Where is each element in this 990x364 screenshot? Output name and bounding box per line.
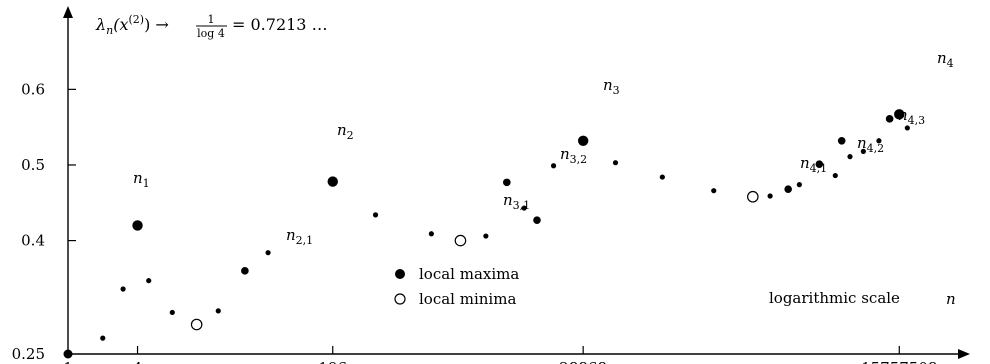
data-point xyxy=(796,182,802,188)
x-axis-label: n xyxy=(946,290,956,308)
legend-marker-local-maxima xyxy=(395,269,405,279)
local-minimum-point xyxy=(747,190,759,203)
data-point xyxy=(659,174,665,180)
y-ticks: 0.25 0.4 0.5 0.6 xyxy=(12,80,76,363)
annotation-n4-3: n4,3 xyxy=(898,106,925,127)
y-tick-label: 0.25 xyxy=(12,345,45,363)
data-points xyxy=(63,109,910,359)
data-point xyxy=(483,233,489,239)
data-point xyxy=(832,172,838,179)
data-point xyxy=(550,163,557,169)
formula-denominator: log 4 xyxy=(197,27,225,40)
data-point xyxy=(265,250,271,256)
formula-numerator: 1 xyxy=(208,13,215,26)
data-point xyxy=(904,125,910,131)
point-annotations: n1 n2 n3 n4 n2,1 n3,1 n3,2 n4,1 n4,2 n4,… xyxy=(133,49,954,247)
formula-lhs: λn(x(2)) → xyxy=(95,13,169,37)
x-tick-label: 4 xyxy=(133,359,143,364)
legend-label-local-minima: local minima xyxy=(419,290,516,308)
annotation-n4-1: n4,1 xyxy=(800,154,827,175)
scale-note: logarithmic scale xyxy=(769,289,900,307)
x-tick-label: 1 xyxy=(63,359,73,364)
data-point xyxy=(837,136,846,145)
data-point xyxy=(612,160,619,166)
x-axis-arrow-icon xyxy=(958,349,970,359)
data-point xyxy=(533,216,541,224)
y-tick-label: 0.5 xyxy=(21,156,45,174)
data-point xyxy=(885,115,894,123)
data-point xyxy=(215,308,221,314)
data-point xyxy=(372,212,379,218)
data-point xyxy=(241,267,249,275)
x-tick-label: 15757508 xyxy=(861,359,937,364)
annotation-n3-2: n3,2 xyxy=(560,145,587,166)
local-minimum-point xyxy=(454,234,467,247)
data-point xyxy=(120,286,126,292)
legend: local maxima local minima xyxy=(394,265,519,308)
data-point xyxy=(784,185,792,193)
x-ticks: 1 4 196 28868 15757508 xyxy=(63,346,937,364)
data-point xyxy=(711,188,717,194)
local-maximum-point xyxy=(577,135,589,146)
y-tick-label: 0.4 xyxy=(21,232,45,250)
annotation-n2-1: n2,1 xyxy=(286,226,313,247)
local-maximum-point xyxy=(132,220,143,231)
annotation-n4: n4 xyxy=(937,49,954,70)
data-point xyxy=(169,309,175,316)
data-point xyxy=(815,160,824,169)
local-maximum-point xyxy=(894,109,905,120)
local-minimum-point xyxy=(190,318,203,331)
data-point xyxy=(428,231,434,237)
formula-rhs: = 0.7213 … xyxy=(232,15,328,34)
y-axis-arrow-icon xyxy=(63,6,73,18)
x-tick-label: 28868 xyxy=(559,359,607,364)
formula-label: λn(x(2)) → 1 log 4 = 0.7213 … xyxy=(95,13,328,40)
y-tick-label: 0.6 xyxy=(21,80,45,98)
data-point xyxy=(503,178,511,187)
data-point xyxy=(847,154,853,160)
annotation-n3-1: n3,1 xyxy=(503,191,530,212)
data-point xyxy=(146,278,152,284)
data-point xyxy=(860,148,866,154)
annotation-n2: n2 xyxy=(337,121,354,142)
origin-point xyxy=(63,349,73,359)
annotation-n3: n3 xyxy=(603,76,620,97)
data-point xyxy=(767,193,773,199)
data-point xyxy=(521,205,527,211)
axes xyxy=(63,6,970,359)
legend-marker-local-minima xyxy=(394,293,406,305)
annotation-n4-2: n4,2 xyxy=(857,134,884,155)
data-point xyxy=(100,335,106,341)
legend-label-local-maxima: local maxima xyxy=(419,265,519,283)
local-maximum-point xyxy=(327,176,338,187)
x-tick-label: 196 xyxy=(318,359,347,364)
data-point xyxy=(876,138,882,144)
annotation-n1: n1 xyxy=(133,169,150,190)
